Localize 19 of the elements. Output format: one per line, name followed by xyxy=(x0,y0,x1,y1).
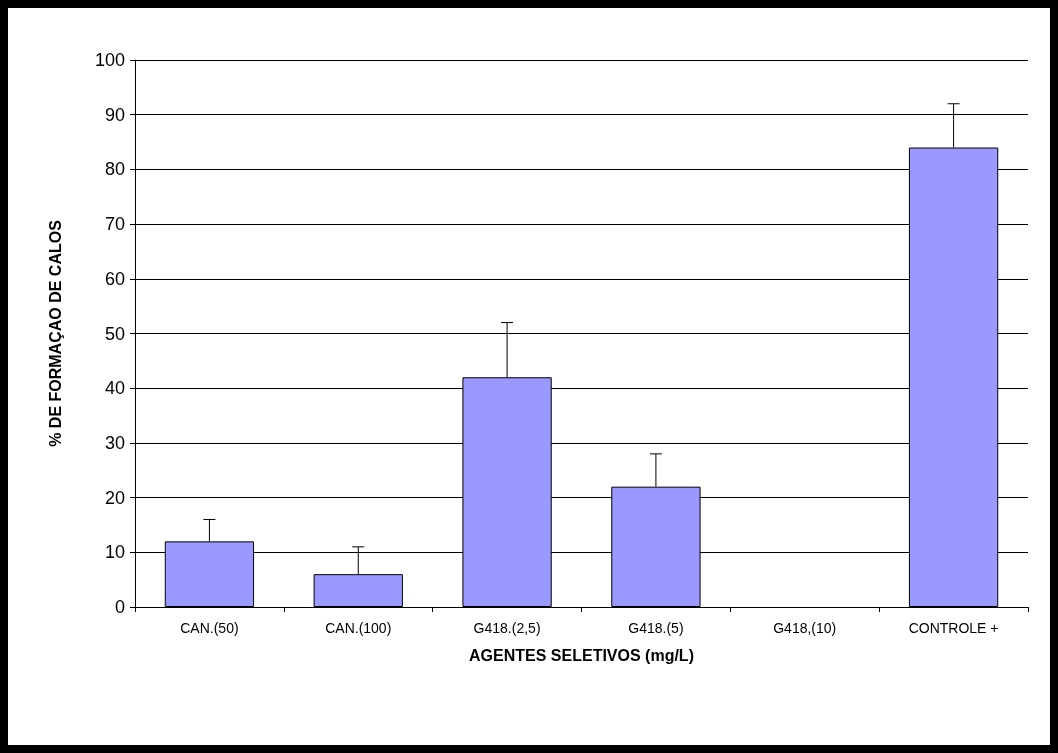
y-tick-label: 50 xyxy=(104,323,125,344)
y-tick-label: 90 xyxy=(104,104,125,125)
x-tick-label: G418,(10) xyxy=(773,620,837,636)
y-axis-title: % DE FORMAÇAO DE CALOS xyxy=(46,219,64,447)
x-tick-label: CAN.(50) xyxy=(180,620,239,636)
y-tick-label: 70 xyxy=(104,214,125,235)
y-tick-label: 100 xyxy=(94,50,125,70)
x-tick-label: CONTROLE + xyxy=(908,620,999,636)
y-tick-label: 10 xyxy=(104,542,125,563)
x-tick-label: G418.(5) xyxy=(628,620,684,636)
y-tick-label: 40 xyxy=(104,378,125,399)
x-axis-title: AGENTES SELETIVOS (mg/L) xyxy=(469,646,694,664)
y-tick-label: 20 xyxy=(104,487,125,508)
y-tick-label: 80 xyxy=(104,159,125,180)
y-tick-label: 30 xyxy=(104,432,125,453)
y-tick-label: 0 xyxy=(114,597,125,617)
x-tick-label: G418.(2,5) xyxy=(473,620,541,636)
x-tick-label: CAN.(100) xyxy=(325,620,392,636)
y-tick-label: 60 xyxy=(104,268,125,289)
